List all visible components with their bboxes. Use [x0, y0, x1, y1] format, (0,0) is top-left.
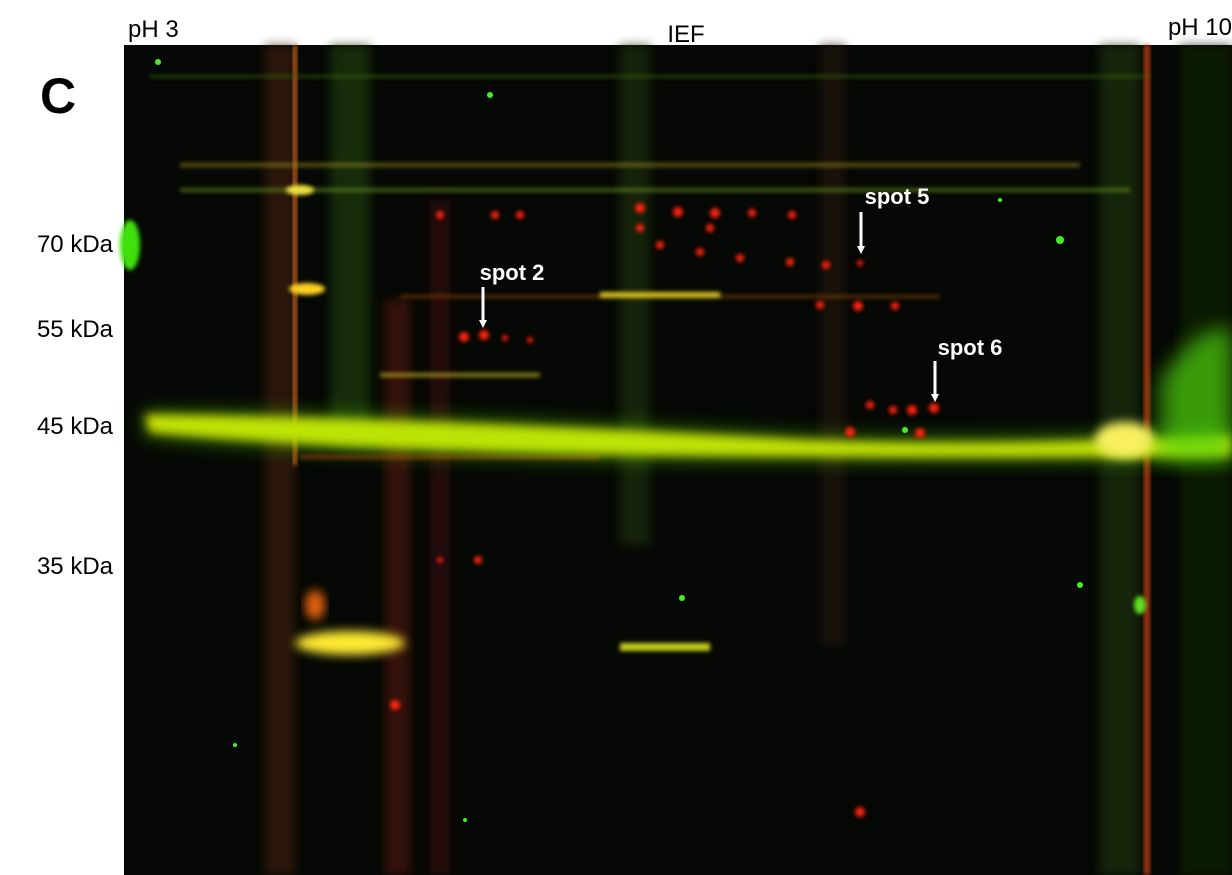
ph-high-label: pH 10 [1168, 14, 1232, 41]
vertical-streaks [265, 45, 1232, 875]
ief-label: IEF [667, 21, 704, 48]
spot-label: spot 5 [865, 184, 930, 209]
blob [286, 185, 314, 195]
green-specks [155, 59, 1083, 822]
horizontal-bands [150, 75, 1150, 651]
blob [289, 283, 325, 295]
gel-image [120, 45, 1232, 875]
red-spots [390, 203, 939, 817]
mw-marker: 70 kDa [37, 231, 114, 258]
vertical-line [293, 45, 297, 465]
blob [305, 590, 325, 620]
spot-label: spot 2 [480, 260, 545, 285]
spot-label: spot 6 [938, 335, 1003, 360]
blob [1160, 328, 1232, 460]
panel-label: C [40, 68, 76, 124]
mw-marker: 45 kDa [37, 413, 114, 440]
blob [295, 631, 405, 655]
blob [1095, 422, 1155, 458]
mw-marker: 35 kDa [37, 553, 114, 580]
ph-low-label: pH 3 [128, 16, 179, 43]
main-band-glow [145, 412, 1230, 461]
blob [120, 220, 140, 270]
mw-marker: 55 kDa [37, 316, 114, 343]
blob [1134, 596, 1146, 614]
